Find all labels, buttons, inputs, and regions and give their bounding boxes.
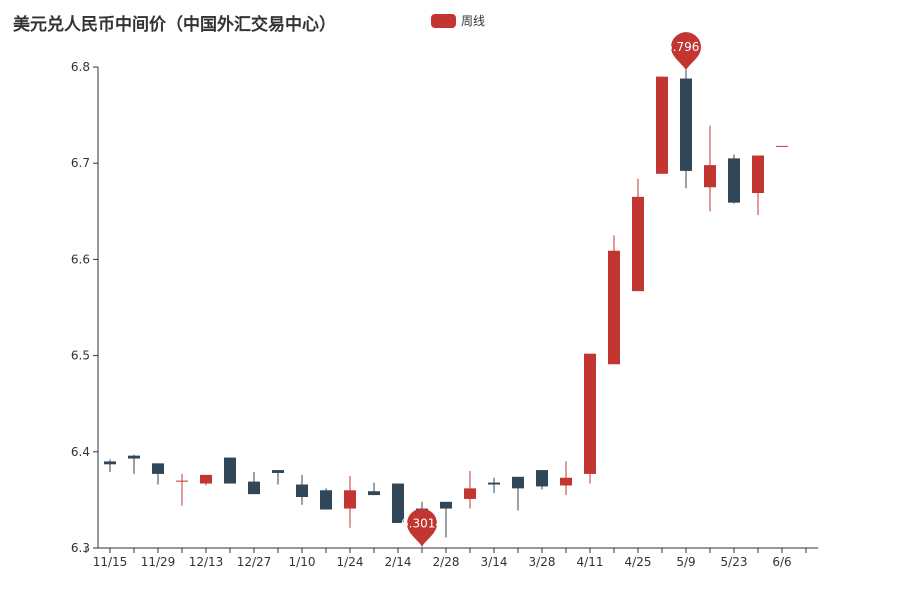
x-tick-label: 4/25: [625, 555, 652, 569]
candle: [152, 463, 164, 485]
candle: [632, 178, 644, 292]
candle-body: [152, 463, 164, 474]
candle-body: [536, 470, 548, 487]
legend[interactable]: 周线: [431, 12, 485, 29]
candle: [584, 353, 596, 484]
candle: [272, 470, 284, 485]
candle-body: [464, 488, 476, 499]
candle-body: [608, 250, 620, 365]
marker-label: 6.7967: [665, 40, 707, 54]
x-tick-label: 12/27: [237, 555, 272, 569]
candle: [296, 474, 308, 505]
candle: [776, 145, 788, 147]
candle-body: [320, 490, 332, 510]
candle-body: [584, 353, 596, 474]
y-tick-label: 6.4: [71, 445, 90, 459]
candle-body: [104, 461, 116, 465]
candle: [728, 154, 740, 204]
x-tick-label: 11/29: [141, 555, 176, 569]
candle-body: [488, 482, 500, 485]
y-tick-label: 6.3: [71, 541, 90, 555]
y-tick-label: 6.8: [71, 60, 90, 74]
y-tick-label: 6.5: [71, 349, 90, 363]
candle-body: [776, 145, 788, 147]
x-tick-label: 5/23: [721, 555, 748, 569]
candle: [200, 474, 212, 486]
candle: [392, 483, 404, 523]
candle: [680, 70, 692, 189]
candle: [440, 501, 452, 538]
x-tick-label: 4/11: [577, 555, 604, 569]
candle-body: [704, 165, 716, 188]
candle: [656, 76, 668, 174]
candle-body: [560, 477, 572, 486]
legend-label: 周线: [461, 14, 486, 28]
marker-label: 6.3014: [401, 517, 443, 531]
candle: [752, 155, 764, 216]
candle: [320, 488, 332, 510]
candle-body: [200, 474, 212, 484]
candle-body: [128, 455, 140, 459]
candle: [608, 235, 620, 365]
candle-body: [224, 457, 236, 484]
candle-body: [440, 501, 452, 509]
x-tick-label: 3/14: [481, 555, 508, 569]
legend-swatch: [431, 13, 456, 28]
candle: [464, 471, 476, 509]
candle: [176, 473, 188, 506]
candle: [704, 125, 716, 212]
marker-pin-shape: [407, 508, 437, 547]
candles: [104, 70, 788, 547]
candle-body: [296, 484, 308, 498]
candle-body: [656, 76, 668, 174]
candle: [128, 454, 140, 474]
candle: [104, 459, 116, 473]
x-tick-label: 2/28: [433, 555, 460, 569]
x-tick-label: 1/24: [337, 555, 364, 569]
marker-pin: 6.7967: [665, 32, 707, 71]
candle: [536, 470, 548, 490]
x-tick-label: 3/28: [529, 555, 556, 569]
candle-body: [632, 196, 644, 292]
candle-body: [728, 158, 740, 203]
x-tick-label: 12/13: [189, 555, 224, 569]
candle-body: [752, 155, 764, 194]
candle-body: [344, 490, 356, 509]
markers: 6.7967 6.3014: [401, 32, 707, 547]
y-tick-label: 6.7: [71, 156, 90, 170]
axes: 6.3 6.4 6.5 6.6 6.7 6.8 11/15 11/29 12/13 12/27 1/…: [71, 60, 818, 569]
candle: [368, 482, 380, 496]
candle: [488, 477, 500, 494]
candle-body: [680, 78, 692, 171]
candle: [512, 476, 524, 511]
candle-body: [248, 481, 260, 495]
candle: [560, 461, 572, 496]
x-tick-label: 11/15: [93, 555, 128, 569]
marker-pin: 6.3014: [401, 508, 443, 547]
candle: [248, 472, 260, 495]
candle: [344, 475, 356, 528]
x-tick-label: 5/9: [676, 555, 695, 569]
candle-body: [392, 483, 404, 523]
x-tick-label: 6/6: [772, 555, 791, 569]
candle-body: [368, 491, 380, 496]
marker-pin-shape: [671, 32, 701, 71]
candle-body: [176, 480, 188, 482]
x-tick-label: 2/14: [385, 555, 412, 569]
candle: [224, 457, 236, 484]
candle-body: [272, 470, 284, 473]
candle-body: [512, 476, 524, 489]
x-tick-label: 1/10: [289, 555, 316, 569]
y-tick-label: 6.6: [71, 252, 90, 266]
chart-title: 美元兑人民币中间价（中国外汇交易中心）: [13, 15, 336, 35]
